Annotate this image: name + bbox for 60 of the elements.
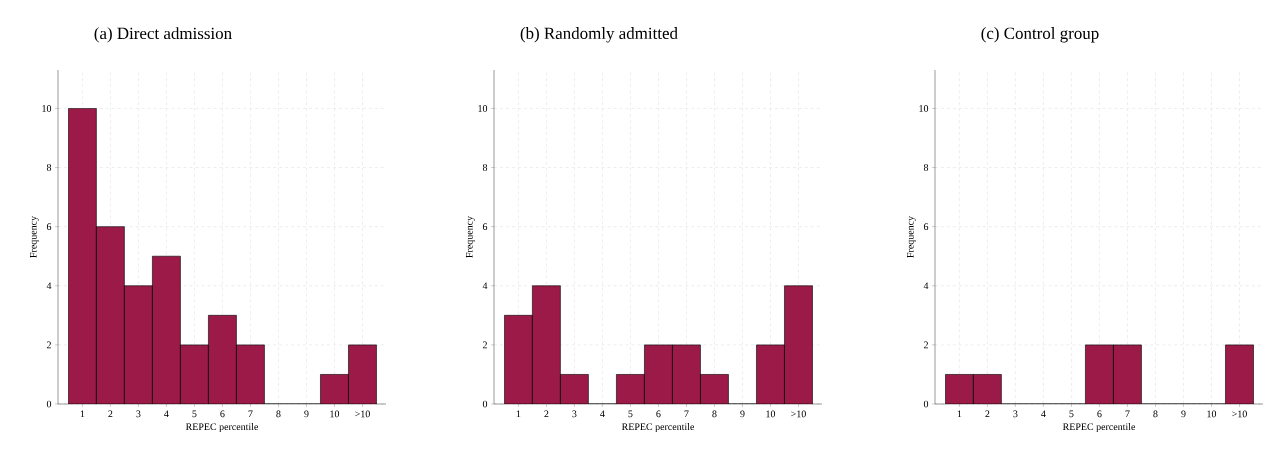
x-tick-label: 5	[628, 410, 633, 418]
y-axis-title: Frequency	[466, 216, 475, 258]
x-tick-label: 7	[684, 410, 689, 418]
y-tick-label: 2	[46, 341, 51, 349]
x-tick-label: 8	[1153, 410, 1158, 418]
x-tick-label: 5	[1069, 410, 1074, 418]
y-tick-label: 0	[46, 400, 52, 408]
x-tick-label: 3	[572, 410, 577, 418]
x-tick-label: 10	[330, 410, 340, 418]
x-tick-label: 6	[656, 410, 661, 418]
x-tick-label: 6	[220, 410, 225, 418]
y-tick-label: 10	[42, 105, 52, 112]
y-tick-label: 4	[482, 282, 488, 290]
x-tick-label: 8	[276, 410, 281, 418]
x-tick-label: 9	[740, 410, 745, 418]
x-tick-label: >10	[1232, 410, 1247, 418]
x-tick-label: 7	[248, 410, 253, 418]
x-tick-label: 9	[304, 410, 309, 418]
x-tick-label: 1	[80, 410, 85, 418]
y-tick-label: 6	[46, 223, 52, 230]
x-tick-label: 9	[1181, 410, 1186, 418]
x-axis-title: REPEC percentile	[621, 423, 695, 433]
y-tick-label: 6	[923, 223, 929, 230]
y-tick-label: 0	[923, 400, 929, 408]
x-tick-label: 3	[1013, 410, 1018, 418]
x-axis-title: REPEC percentile	[1062, 423, 1136, 433]
x-tick-label: 2	[544, 410, 549, 418]
y-tick-label: 8	[923, 164, 929, 171]
y-tick-label: 8	[482, 164, 488, 171]
y-axis-title: Frequency	[907, 216, 916, 258]
y-tick-label: 6	[482, 223, 488, 230]
x-tick-label: 2	[108, 410, 113, 418]
x-tick-label: 4	[1041, 410, 1046, 418]
y-axis-title: Frequency	[30, 216, 39, 258]
y-tick-label: 0	[482, 400, 488, 408]
x-tick-label: 10	[1207, 410, 1217, 418]
x-tick-label: 10	[766, 410, 776, 418]
y-tick-label: 2	[482, 341, 487, 349]
x-tick-label: 3	[136, 410, 141, 418]
x-tick-label: 1	[516, 410, 521, 418]
y-tick-label: 4	[923, 282, 929, 290]
y-tick-label: 8	[46, 164, 52, 171]
x-tick-label: 2	[985, 410, 990, 418]
x-tick-label: 8	[712, 410, 717, 418]
y-tick-label: 2	[923, 341, 928, 349]
y-tick-label: 10	[919, 105, 929, 112]
x-tick-label: 6	[1097, 410, 1102, 418]
chart-title: (b) Randomly admitted	[520, 27, 678, 43]
x-axis-title: REPEC percentile	[185, 423, 259, 433]
y-tick-label: 4	[46, 282, 52, 290]
x-tick-label: >10	[355, 410, 370, 418]
chart-title: (a) Direct admission	[94, 27, 232, 43]
x-tick-label: 5	[192, 410, 197, 418]
x-tick-label: >10	[791, 410, 806, 418]
x-tick-label: 4	[164, 410, 169, 418]
chart-title: (c) Control group	[981, 27, 1099, 43]
x-tick-label: 1	[957, 410, 962, 418]
x-tick-label: 7	[1125, 410, 1130, 418]
y-tick-label: 10	[478, 105, 488, 112]
x-tick-label: 4	[600, 410, 605, 418]
